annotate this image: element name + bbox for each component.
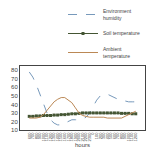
svg-text:70: 70 — [11, 76, 18, 82]
svg-text:1500: 1500 — [59, 132, 64, 142]
svg-text:Environmenthumidity: Environmenthumidity — [103, 8, 132, 21]
svg-text:1300: 1300 — [51, 132, 56, 142]
svg-text:600: 600 — [27, 132, 32, 139]
svg-text:1600: 1600 — [62, 132, 67, 142]
svg-text:hours: hours — [75, 142, 90, 148]
svg-text:2200: 2200 — [83, 132, 88, 142]
svg-text:50: 50 — [11, 93, 18, 99]
svg-text:1100: 1100 — [130, 132, 135, 141]
svg-text:1700: 1700 — [66, 132, 71, 142]
svg-text:100: 100 — [94, 132, 99, 139]
svg-text:10: 10 — [11, 127, 18, 133]
svg-text:1200: 1200 — [48, 132, 53, 142]
svg-text:30: 30 — [11, 110, 18, 116]
svg-text:2100: 2100 — [80, 132, 85, 142]
svg-text:1200: 1200 — [133, 132, 138, 142]
svg-text:Ambienttemperature: Ambienttemperature — [103, 46, 130, 59]
svg-text:900: 900 — [122, 132, 127, 139]
svg-text:80: 80 — [11, 67, 18, 73]
svg-text:Soil temperature: Soil temperature — [103, 30, 140, 36]
svg-text:200: 200 — [98, 132, 103, 139]
svg-text:0: 0 — [90, 132, 95, 135]
svg-text:1400: 1400 — [55, 132, 60, 142]
svg-text:60: 60 — [11, 84, 18, 90]
svg-text:2000: 2000 — [76, 132, 81, 142]
svg-text:20: 20 — [11, 119, 18, 125]
svg-text:40: 40 — [11, 102, 18, 108]
svg-text:800: 800 — [34, 132, 39, 139]
svg-text:700: 700 — [115, 132, 120, 139]
svg-text:900: 900 — [37, 132, 42, 139]
svg-text:1000: 1000 — [126, 132, 131, 142]
svg-text:1100: 1100 — [44, 132, 49, 141]
svg-text:300: 300 — [101, 132, 106, 139]
svg-text:500: 500 — [108, 132, 113, 139]
svg-text:1000: 1000 — [41, 132, 46, 142]
svg-text:1800: 1800 — [69, 132, 74, 142]
svg-text:600: 600 — [112, 132, 117, 139]
svg-text:800: 800 — [119, 132, 124, 139]
svg-text:2300: 2300 — [87, 132, 92, 142]
svg-text:1900: 1900 — [73, 132, 78, 142]
svg-text:400: 400 — [105, 132, 110, 139]
svg-text:700: 700 — [30, 132, 35, 139]
